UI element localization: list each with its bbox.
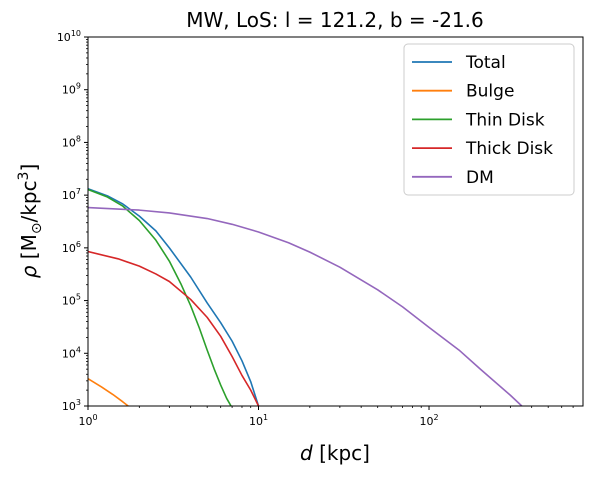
- x-axis-ticks: 100 101 102: [78, 406, 574, 428]
- y-tick-label: 109: [62, 82, 81, 97]
- y-axis-label: ρ [M⊙/kpc3]: [16, 164, 45, 279]
- legend-label: DM: [466, 168, 494, 188]
- legend-label: Bulge: [466, 82, 514, 102]
- x-tick-label: 102: [419, 413, 438, 428]
- y-tick-label: 107: [62, 187, 81, 202]
- series-layer: [88, 188, 523, 406]
- series-line-3: [88, 250, 260, 406]
- y-tick-label: 1010: [57, 29, 81, 44]
- series-line-4: [88, 206, 523, 406]
- series-line-1: [88, 377, 129, 406]
- x-tick-label: 101: [249, 413, 268, 428]
- x-axis-label: d [kpc]: [300, 441, 370, 465]
- legend-label: Thick Disk: [465, 139, 553, 159]
- y-tick-label: 105: [62, 293, 81, 308]
- series-line-0: [88, 188, 260, 406]
- y-tick-label: 108: [62, 134, 81, 149]
- legend-label: Total: [465, 53, 506, 73]
- chart-title: MW, LoS: l = 121.2, b = -21.6: [186, 8, 483, 32]
- y-tick-label: 104: [62, 345, 81, 360]
- y-tick-label: 103: [62, 398, 81, 413]
- x-tick-label: 100: [78, 413, 97, 428]
- legend: Total Bulge Thin Disk Thick Disk DM: [403, 43, 575, 196]
- plot-frame: [87, 36, 584, 407]
- legend-box: [403, 43, 575, 196]
- y-axis-ticks: 103 104 105 106 107 108 109 1010: [57, 29, 88, 413]
- legend-label: Thin Disk: [465, 110, 545, 130]
- y-tick-label: 106: [62, 240, 81, 255]
